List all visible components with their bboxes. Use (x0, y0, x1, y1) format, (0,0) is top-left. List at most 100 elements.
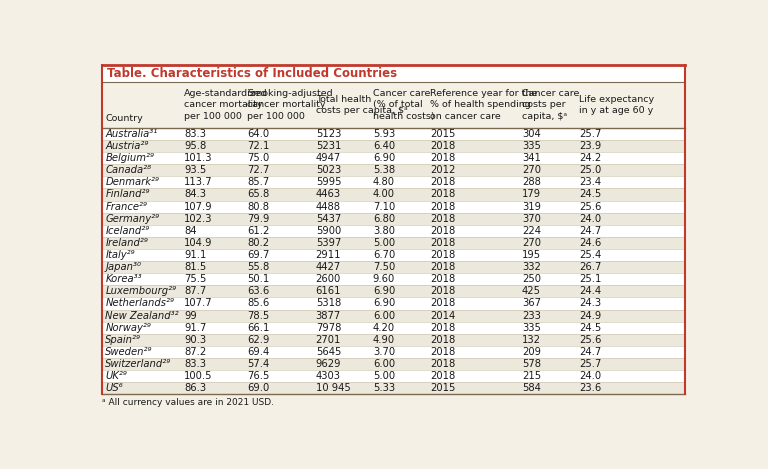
Text: Smoking-adjusted
cancer mortality
per 100 000: Smoking-adjusted cancer mortality per 10… (247, 89, 333, 121)
Text: UK²⁹: UK²⁹ (105, 371, 127, 381)
Text: Reference year for the
% of health spending
on cancer care: Reference year for the % of health spend… (430, 89, 537, 121)
Text: 62.9: 62.9 (247, 335, 270, 345)
Text: 2015: 2015 (430, 129, 455, 139)
Text: Age-standardized
cancer mortality
per 100 000: Age-standardized cancer mortality per 10… (184, 89, 267, 121)
Text: Cancer care
(% of total
health costs): Cancer care (% of total health costs) (372, 89, 435, 121)
Text: 304: 304 (522, 129, 541, 139)
Bar (102, 201, 685, 212)
Text: 87.2: 87.2 (184, 347, 207, 357)
Text: 80.8: 80.8 (247, 202, 269, 212)
Text: 4.20: 4.20 (372, 323, 395, 333)
Bar (102, 237, 685, 249)
Text: 335: 335 (522, 141, 541, 151)
Text: 6.70: 6.70 (372, 250, 395, 260)
Text: 5900: 5900 (316, 226, 341, 236)
Text: 3.80: 3.80 (372, 226, 395, 236)
Text: 87.7: 87.7 (184, 287, 207, 296)
Text: Luxembourg²⁹: Luxembourg²⁹ (105, 287, 177, 296)
Text: 7.10: 7.10 (372, 202, 395, 212)
Text: 23.6: 23.6 (579, 383, 601, 393)
Text: 25.6: 25.6 (579, 202, 601, 212)
Text: 4488: 4488 (316, 202, 341, 212)
Text: Germany²⁹: Germany²⁹ (105, 214, 160, 224)
Bar (102, 285, 685, 297)
Text: 2018: 2018 (430, 202, 455, 212)
Text: 10 945: 10 945 (316, 383, 350, 393)
Bar (102, 249, 685, 261)
Text: 65.8: 65.8 (247, 189, 269, 199)
Text: 367: 367 (522, 298, 541, 309)
Bar (102, 382, 685, 394)
Text: 4947: 4947 (316, 153, 341, 163)
Text: 72.7: 72.7 (247, 165, 270, 175)
Text: 25.7: 25.7 (579, 129, 601, 139)
Bar (102, 82, 685, 128)
Text: 2018: 2018 (430, 371, 455, 381)
Text: 24.6: 24.6 (579, 238, 601, 248)
Text: 84: 84 (184, 226, 197, 236)
Text: 24.5: 24.5 (579, 189, 601, 199)
Text: 63.6: 63.6 (247, 287, 269, 296)
Text: 5.33: 5.33 (372, 383, 395, 393)
Text: ᵃ All currency values are in 2021 USD.: ᵃ All currency values are in 2021 USD. (102, 398, 274, 407)
Text: 24.7: 24.7 (579, 226, 601, 236)
Text: 64.0: 64.0 (247, 129, 269, 139)
Text: 93.5: 93.5 (184, 165, 207, 175)
Text: 209: 209 (522, 347, 541, 357)
Text: 270: 270 (522, 165, 541, 175)
Text: 425: 425 (522, 287, 541, 296)
Text: 113.7: 113.7 (184, 177, 213, 188)
Text: Austria²⁹: Austria²⁹ (105, 141, 149, 151)
Text: 233: 233 (522, 310, 541, 321)
Text: Canada²⁸: Canada²⁸ (105, 165, 151, 175)
Text: 2018: 2018 (430, 359, 455, 369)
Text: 195: 195 (522, 250, 541, 260)
Text: 101.3: 101.3 (184, 153, 213, 163)
Text: 50.1: 50.1 (247, 274, 269, 284)
Text: 5645: 5645 (316, 347, 341, 357)
Text: 2014: 2014 (430, 310, 455, 321)
Text: 79.9: 79.9 (247, 214, 270, 224)
Text: 107.9: 107.9 (184, 202, 213, 212)
Text: 9629: 9629 (316, 359, 341, 369)
Bar (102, 310, 685, 322)
Text: Denmark²⁹: Denmark²⁹ (105, 177, 159, 188)
Text: 86.3: 86.3 (184, 383, 206, 393)
Text: 2018: 2018 (430, 238, 455, 248)
Text: 24.4: 24.4 (579, 287, 601, 296)
Text: 5123: 5123 (316, 129, 341, 139)
Text: 5995: 5995 (316, 177, 341, 188)
Text: 2701: 2701 (316, 335, 341, 345)
Text: 5437: 5437 (316, 214, 341, 224)
Text: 84.3: 84.3 (184, 189, 206, 199)
Text: 6.90: 6.90 (372, 287, 395, 296)
Text: 69.7: 69.7 (247, 250, 270, 260)
Text: 5.38: 5.38 (372, 165, 395, 175)
Text: 5.00: 5.00 (372, 238, 395, 248)
Bar (102, 176, 685, 189)
Text: 6161: 6161 (316, 287, 341, 296)
Text: Life expectancy
in y at age 60 y: Life expectancy in y at age 60 y (579, 95, 654, 115)
Text: 25.6: 25.6 (579, 335, 601, 345)
Text: 69.0: 69.0 (247, 383, 269, 393)
Text: 24.0: 24.0 (579, 214, 601, 224)
Text: 341: 341 (522, 153, 541, 163)
Text: 85.7: 85.7 (247, 177, 269, 188)
Text: 370: 370 (522, 214, 541, 224)
Text: 2018: 2018 (430, 335, 455, 345)
Text: 2018: 2018 (430, 262, 455, 272)
Text: 2018: 2018 (430, 287, 455, 296)
Text: 2018: 2018 (430, 226, 455, 236)
Text: 224: 224 (522, 226, 541, 236)
Text: 6.90: 6.90 (372, 153, 395, 163)
Text: 2018: 2018 (430, 189, 455, 199)
Text: 5231: 5231 (316, 141, 341, 151)
Text: 66.1: 66.1 (247, 323, 270, 333)
Text: 78.5: 78.5 (247, 310, 269, 321)
Text: 2911: 2911 (316, 250, 341, 260)
Text: 179: 179 (522, 189, 541, 199)
Bar (102, 212, 685, 225)
Text: 250: 250 (522, 274, 541, 284)
Text: 4463: 4463 (316, 189, 341, 199)
Text: 102.3: 102.3 (184, 214, 213, 224)
